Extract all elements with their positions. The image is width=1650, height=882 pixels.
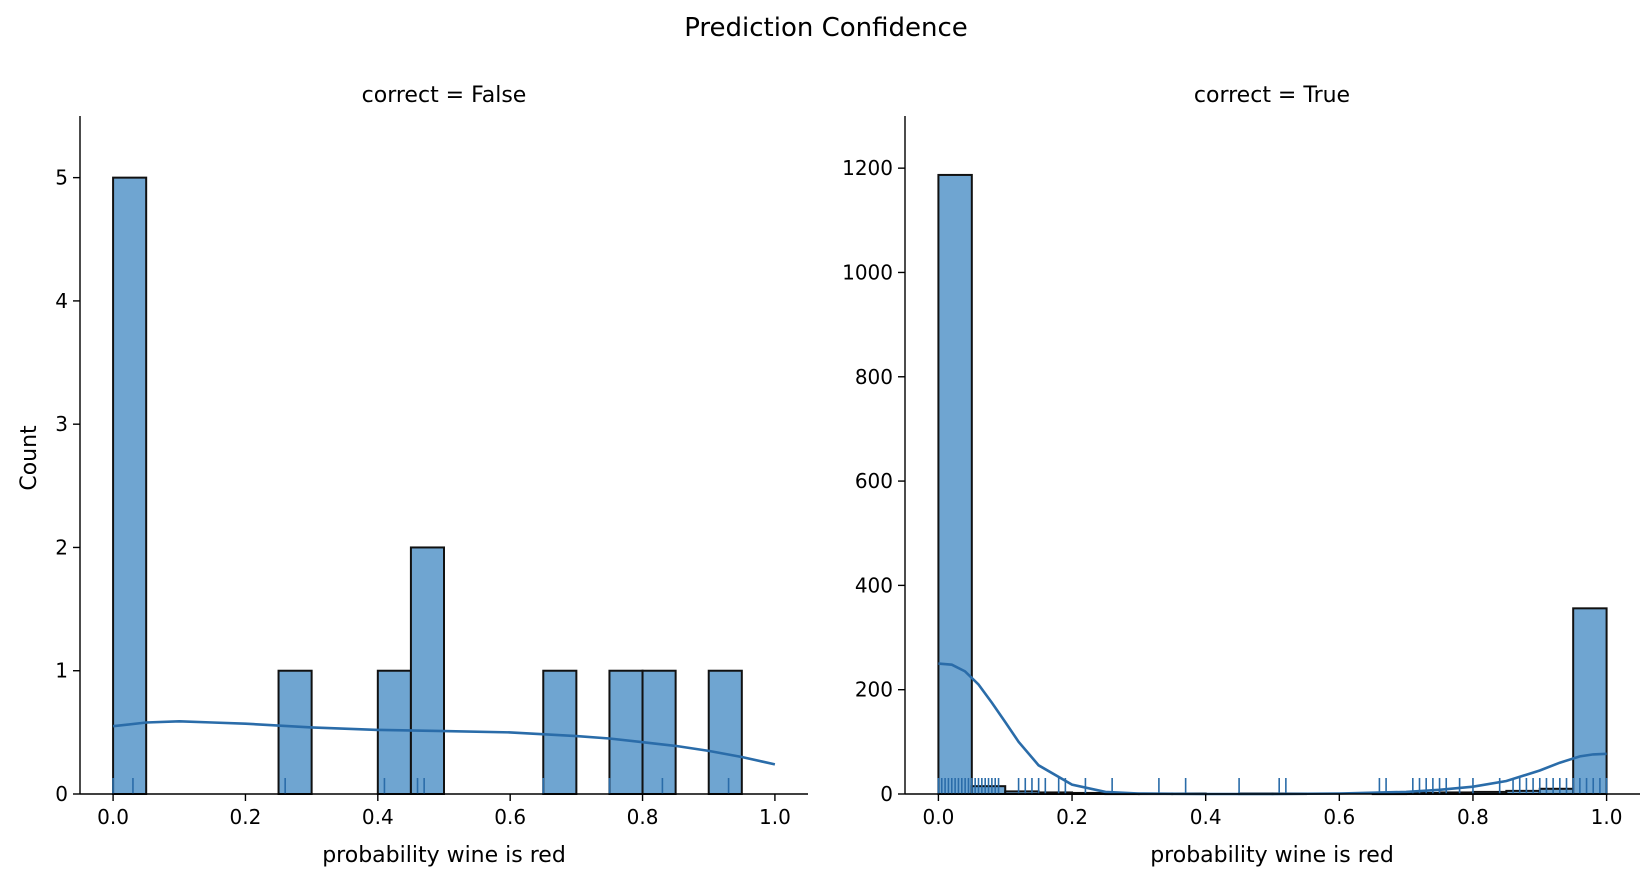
panel-subtitle: correct = True bbox=[1194, 83, 1350, 108]
histogram-bar bbox=[112, 176, 148, 796]
kde-curve bbox=[112, 719, 776, 766]
y-tick-label: 800 bbox=[855, 365, 893, 389]
y-tick-label: 1200 bbox=[842, 156, 893, 180]
x-axis-label: probability wine is red bbox=[1150, 843, 1394, 868]
histogram-bar bbox=[409, 546, 445, 795]
figure-title: Prediction Confidence bbox=[684, 13, 968, 43]
x-tick-label: 0.6 bbox=[1323, 805, 1355, 829]
kde-curve bbox=[938, 662, 1607, 796]
histogram-bar bbox=[1538, 787, 1575, 795]
histogram-bar bbox=[707, 669, 743, 796]
panel-correct-true: correct = True probability wine is red 0… bbox=[842, 83, 1640, 868]
histogram-bar bbox=[608, 669, 644, 796]
x-tick-label: 0.2 bbox=[1056, 805, 1088, 829]
y-tick-label: 0 bbox=[55, 782, 68, 806]
y-tick-label: 400 bbox=[855, 573, 893, 597]
histogram-bar bbox=[937, 173, 973, 796]
panel-subtitle: correct = False bbox=[362, 83, 527, 108]
x-tick-label: 0.4 bbox=[362, 805, 394, 829]
plot-area: 0.0 0.2 0.4 0.6 0.8 1.0 0 200 400 600 800 1000 1200 bbox=[842, 116, 1640, 829]
x-tick-label: 1.0 bbox=[1591, 805, 1623, 829]
x-tick-label: 1.0 bbox=[759, 805, 791, 829]
y-tick-label: 1000 bbox=[842, 260, 893, 284]
x-tick-label: 0.2 bbox=[230, 805, 262, 829]
y-tick-label: 200 bbox=[855, 678, 893, 702]
y-tick-label: 0 bbox=[880, 782, 893, 806]
histogram-bar bbox=[376, 669, 412, 796]
histogram-bar bbox=[1572, 607, 1608, 796]
y-tick-label: 4 bbox=[55, 289, 68, 313]
histogram-bar bbox=[641, 669, 677, 796]
y-tick-label: 600 bbox=[855, 469, 893, 493]
y-tick-label: 1 bbox=[55, 659, 68, 683]
histogram-bar bbox=[542, 669, 578, 796]
y-tick-label: 5 bbox=[55, 166, 68, 190]
panel-correct-false: correct = False probability wine is red … bbox=[17, 83, 808, 868]
x-tick-label: 0.8 bbox=[1457, 805, 1489, 829]
y-axis-label: Count bbox=[17, 425, 42, 491]
x-axis-label: probability wine is red bbox=[322, 843, 566, 868]
x-tick-label: 0.8 bbox=[627, 805, 659, 829]
x-tick-label: 0.0 bbox=[97, 805, 129, 829]
x-tick-label: 0.6 bbox=[494, 805, 526, 829]
histogram-bar bbox=[277, 669, 313, 796]
plot-area: 0.0 0.2 0.4 0.6 0.8 1.0 0 1 2 3 4 5 bbox=[55, 116, 808, 829]
y-tick-label: 2 bbox=[55, 535, 68, 559]
y-tick-label: 3 bbox=[55, 412, 68, 436]
x-tick-label: 0.0 bbox=[923, 805, 955, 829]
x-tick-label: 0.4 bbox=[1190, 805, 1222, 829]
